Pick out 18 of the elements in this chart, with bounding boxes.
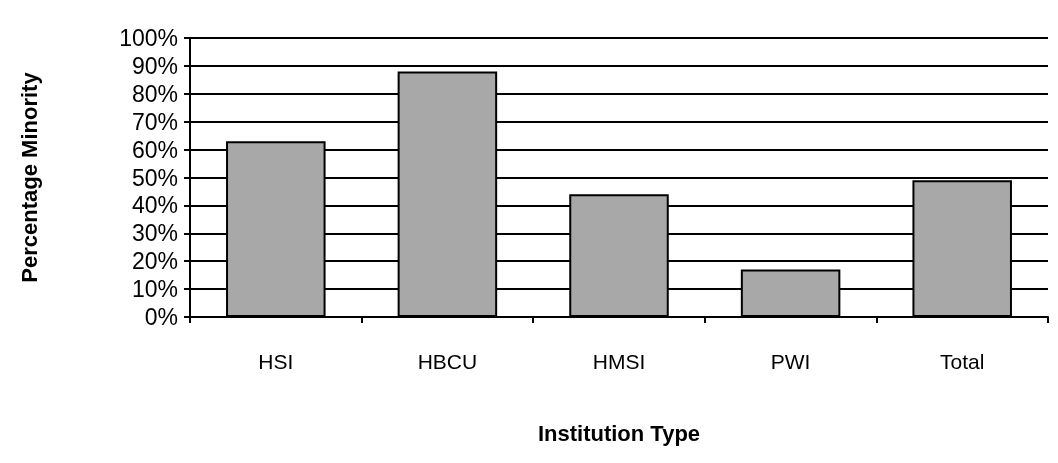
- y-tick-label: 70%: [131, 108, 178, 135]
- x-tick-label: HSI: [258, 350, 294, 373]
- y-tick-label: 60%: [131, 136, 178, 163]
- y-tick-label: 50%: [131, 164, 178, 191]
- y-tick-label: 90%: [131, 52, 178, 79]
- y-tick-label: 0%: [144, 304, 178, 330]
- y-tick-label: 10%: [131, 276, 178, 303]
- y-tick-label: 100%: [119, 25, 178, 51]
- y-tick-label: 30%: [131, 220, 178, 247]
- y-tick-label: 80%: [131, 80, 178, 107]
- x-tick-label: HBCU: [417, 350, 478, 373]
- x-tick-label: Total: [940, 350, 985, 373]
- x-tick-label: HMSI: [592, 350, 646, 373]
- x-axis-title: Institution Type: [537, 420, 701, 446]
- y-tick-label: 20%: [131, 248, 178, 275]
- x-tick-label: PWI: [770, 350, 811, 373]
- y-tick-label: 40%: [131, 192, 178, 219]
- y-axis-title: Percentage Minority: [16, 71, 42, 283]
